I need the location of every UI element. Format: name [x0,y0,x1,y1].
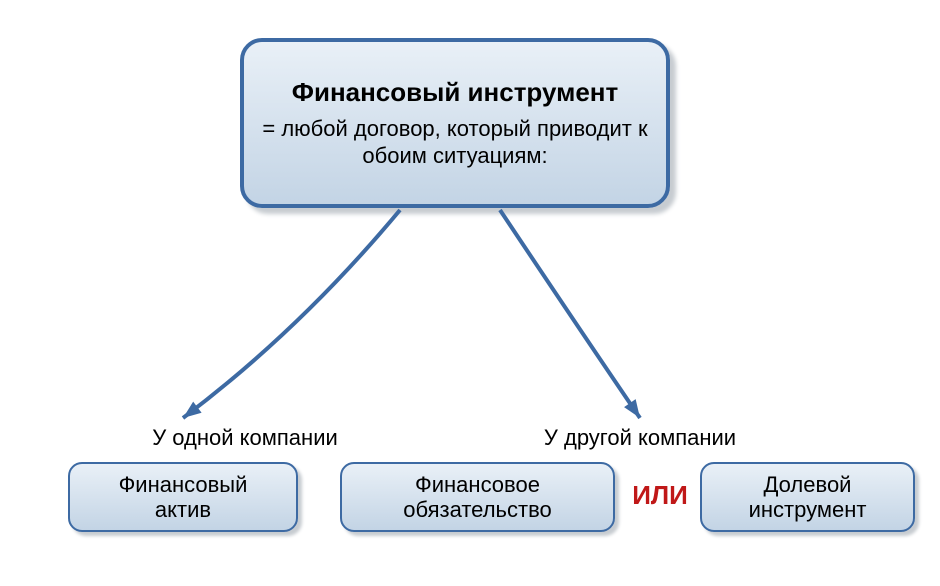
arrow-left [183,210,400,418]
box-line2: обязательство [403,497,552,522]
box-line2: актив [155,497,211,522]
top-box-title: Финансовый инструмент [292,76,618,109]
right-company-label: У другой компании [510,425,770,451]
arrow-left-head [183,402,202,418]
box-financial-liability: Финансовое обязательство [340,462,615,532]
or-label: ИЛИ [620,480,700,511]
box-line1: Финансовый [119,472,248,497]
box-line1: Финансовое [415,472,540,497]
box-financial-asset: Финансовый актив [68,462,298,532]
top-box-body: = любой договор, который приводит к обои… [262,115,648,170]
box-line1: Долевой [764,472,852,497]
arrow-right-head [624,399,640,418]
box-line2: инструмент [749,497,867,522]
left-company-label: У одной компании [115,425,375,451]
arrow-right [500,210,640,418]
box-equity-instrument: Долевой инструмент [700,462,915,532]
top-definition-box: Финансовый инструмент = любой договор, к… [240,38,670,208]
